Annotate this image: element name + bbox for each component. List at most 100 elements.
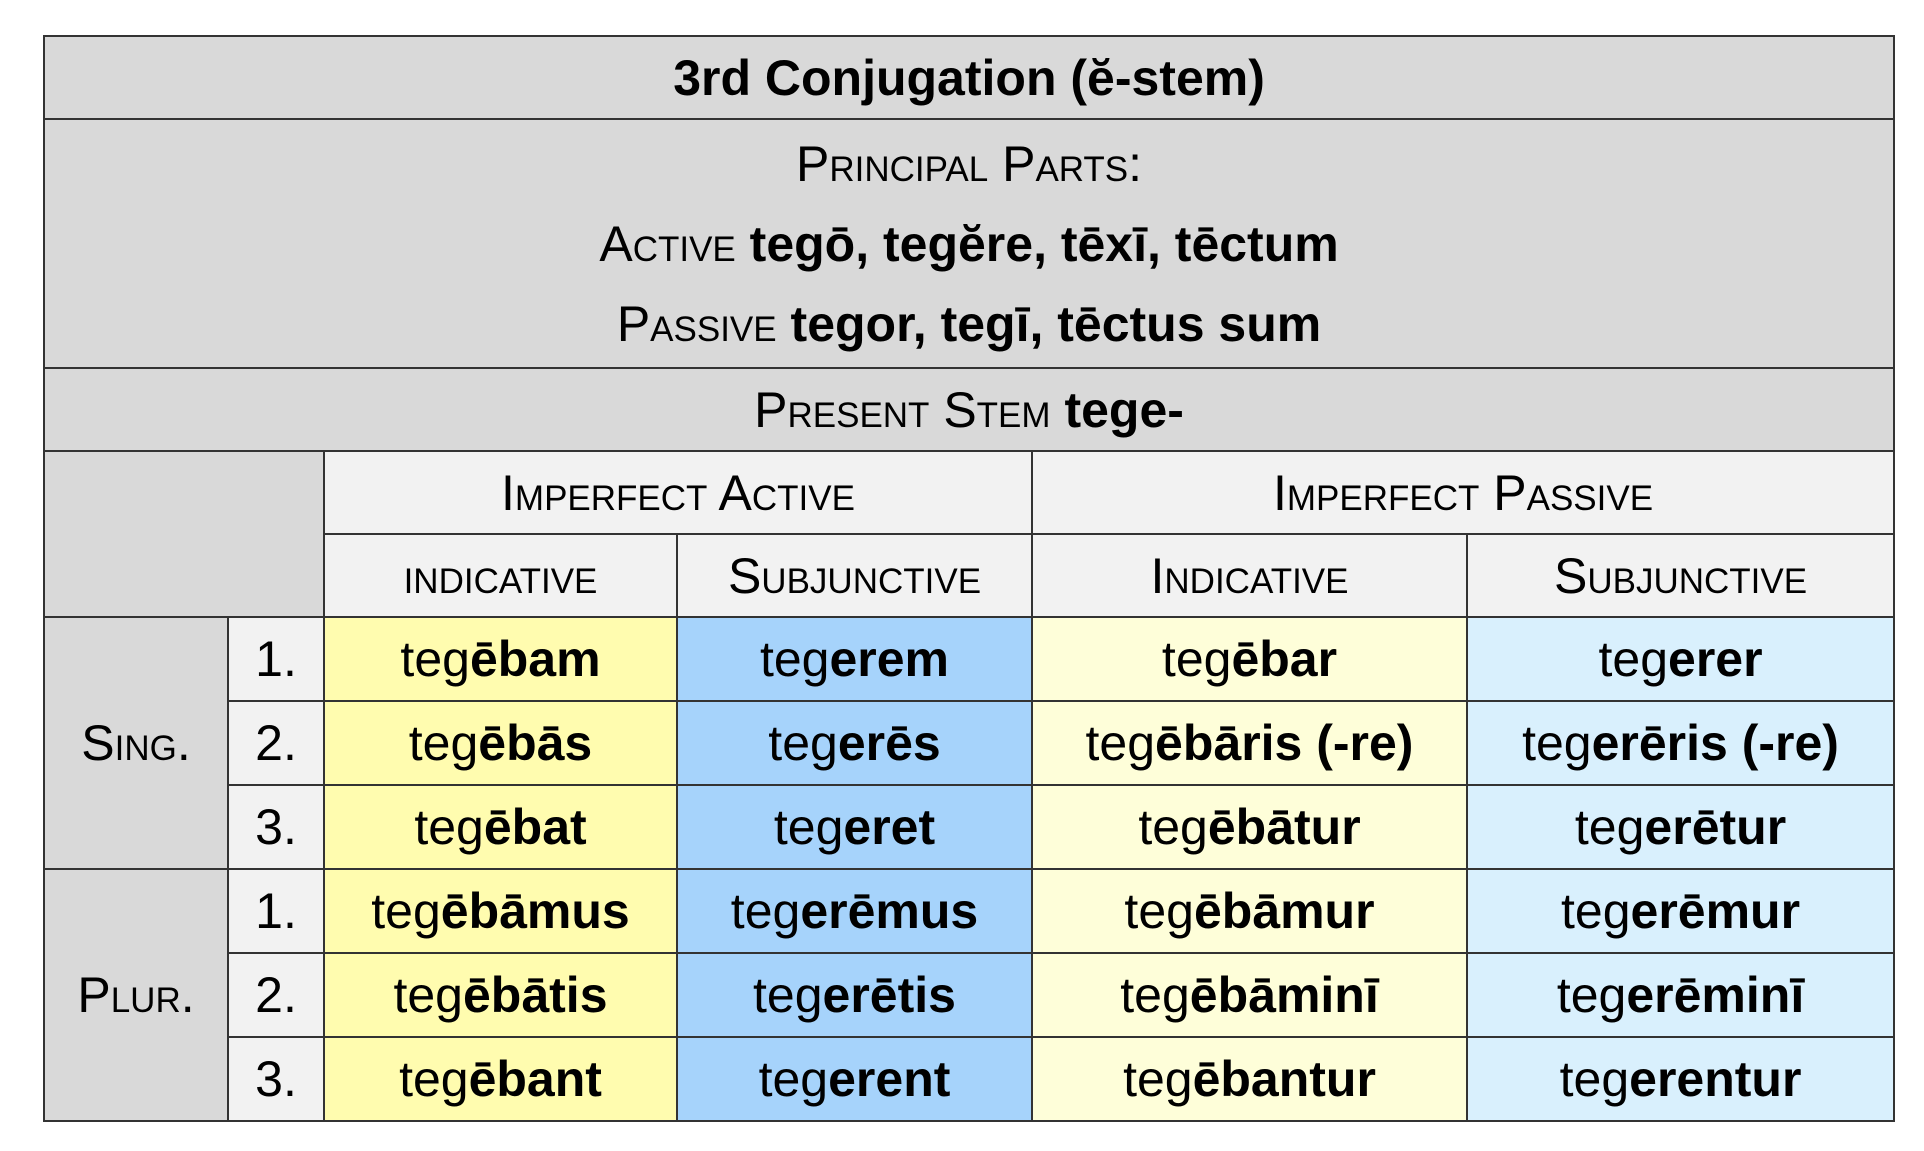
form-cell: tegerēmus [676, 868, 1033, 954]
stem: teg [393, 967, 463, 1023]
person: 2. [227, 700, 325, 786]
ending: erētis [822, 967, 956, 1023]
ending: ēbāris (-re) [1155, 715, 1414, 771]
stem: teg [759, 631, 830, 687]
form-cell: tegēbātur [1031, 784, 1468, 870]
ending: erēs [837, 715, 941, 771]
ending: ēbātis [463, 967, 608, 1023]
stem: teg [730, 883, 801, 939]
stem: teg [1120, 967, 1190, 1023]
form-cell: tegerētis [676, 952, 1033, 1038]
stem: teg [371, 883, 441, 939]
ending: eret [843, 799, 936, 855]
form-cell: tegēbat [323, 784, 678, 870]
mood-header: Subjunctive [676, 533, 1033, 618]
number-label: Plur. [43, 868, 229, 1122]
ending: ēbat [483, 799, 587, 855]
ending: ēbam [469, 631, 601, 687]
group-header: Imperfect Active [323, 450, 1033, 535]
stem: teg [1161, 631, 1232, 687]
row: 3. tegēbant tegerent tegēbantur tegerentur [44, 1036, 1896, 1122]
stem: teg [1561, 883, 1631, 939]
principal-parts-label: Principal Parts: [796, 135, 1143, 192]
ending: ēbāmur [1193, 883, 1375, 939]
form-cell: tegēbam [323, 616, 678, 702]
stem: teg [400, 631, 470, 687]
ending: ēbar [1231, 631, 1338, 687]
form-cell: tegēbāmus [323, 868, 678, 954]
person: 2. [227, 952, 325, 1038]
passive-parts: tegor, tegī, tēctus sum [790, 295, 1322, 352]
ending: ēbās [478, 715, 593, 771]
form-cell: tegerēris (-re) [1465, 700, 1896, 786]
form-cell: tegerent [676, 1036, 1033, 1122]
number-label: Sing. [43, 616, 229, 870]
stem: teg [768, 715, 838, 771]
stem: teg [1559, 1051, 1630, 1107]
stem: teg [1124, 883, 1194, 939]
ending: erer [1668, 631, 1763, 687]
stem: teg [1556, 967, 1627, 1023]
active-label: Active [599, 215, 736, 272]
active-parts: tegō, tegĕre, tēxī, tēctum [749, 215, 1339, 272]
ending: erētur [1644, 799, 1787, 855]
row: 2. tegēbās tegerēs tegēbāris (-re) tegerēris… [44, 700, 1896, 786]
ending: ēbantur [1192, 1051, 1376, 1107]
ending: erēminī [1626, 967, 1805, 1023]
stem: teg [1123, 1051, 1193, 1107]
form-cell: tegēbātis [323, 952, 678, 1038]
ending: erēmus [800, 883, 979, 939]
ending: erent [828, 1051, 951, 1107]
title-cell: 3rd Conjugation (ĕ-stem) [42, 35, 1896, 120]
stem: teg [1138, 799, 1208, 855]
form-cell: tegēbāmur [1031, 868, 1468, 954]
form-cell: tegerēminī [1465, 952, 1896, 1038]
stem: teg [1522, 715, 1592, 771]
form-cell: tegeret [676, 784, 1033, 870]
stem: teg [414, 799, 484, 855]
row: 3. tegēbat tegeret tegēbātur tegerētur [44, 784, 1896, 870]
form-cell: tegerēs [676, 700, 1033, 786]
row: 2. tegēbātis tegerētis tegēbāminī tegerēminī [44, 952, 1896, 1038]
person: 1. [227, 616, 325, 702]
form-cell: tegerer [1465, 616, 1896, 702]
form-cell: tegēbar [1031, 616, 1468, 702]
mood-header: Subjunctive [1465, 533, 1896, 618]
present-stem-cell: Present Stem tege- [42, 367, 1896, 452]
group-header: Imperfect Passive [1030, 450, 1896, 535]
ending: erēris (-re) [1591, 715, 1839, 771]
ending: ēbātur [1207, 799, 1361, 855]
stem: teg [399, 1051, 469, 1107]
stem: teg [773, 799, 844, 855]
form-cell: tegēbāris (-re) [1031, 700, 1468, 786]
stem: teg [1085, 715, 1156, 771]
mood-header: Indicative [1031, 533, 1468, 618]
person: 3. [227, 784, 325, 870]
mood-header: indicative [323, 533, 678, 618]
stem: teg [1574, 799, 1645, 855]
stem: teg [408, 715, 479, 771]
form-cell: tegerem [676, 616, 1033, 702]
passive-label: Passive [616, 295, 777, 352]
ending: ēbāminī [1189, 967, 1379, 1023]
row: Sing. 1. tegēbam tegerem tegēbar tegerer [43, 616, 1896, 870]
ending: erentur [1629, 1051, 1802, 1107]
person: 3. [227, 1036, 325, 1122]
ending: erēmur [1630, 883, 1801, 939]
stem: teg [753, 967, 823, 1023]
stem: teg [1598, 631, 1669, 687]
form-cell: tegerētur [1465, 784, 1896, 870]
form-cell: tegerentur [1465, 1036, 1896, 1122]
form-cell: tegēbāminī [1031, 952, 1468, 1038]
form-cell: tegēbant [323, 1036, 678, 1122]
ending: ēbāmus [440, 883, 630, 939]
row: Plur. 1. tegēbāmus tegerēmus tegēbāmur tegerē… [43, 868, 1896, 1122]
principal-parts-cell: Principal Parts: Active tegō, tegĕre, tē… [42, 118, 1896, 369]
form-cell: tegerēmur [1465, 868, 1896, 954]
corner [43, 450, 325, 618]
ending: ēbant [468, 1051, 602, 1107]
present-stem: tege- [1064, 381, 1184, 438]
present-stem-label: Present Stem [754, 381, 1051, 438]
form-cell: tegēbās [323, 700, 678, 786]
